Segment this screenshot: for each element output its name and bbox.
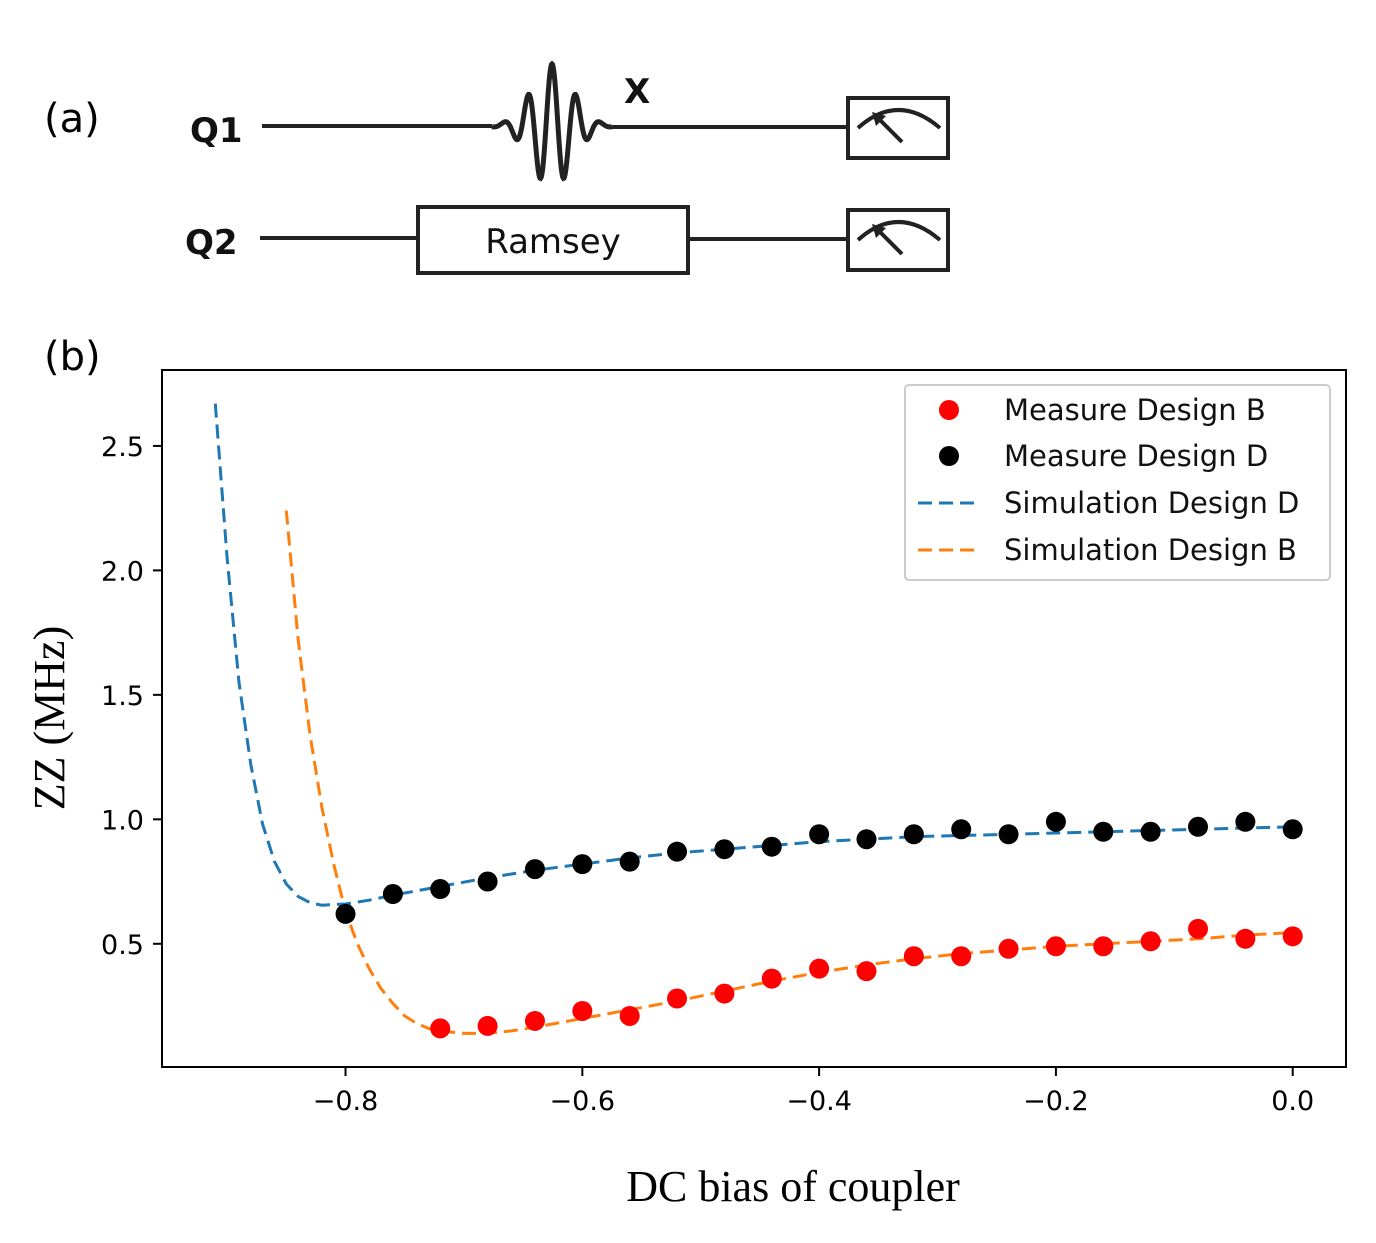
y-axis-title: ZZ (MHz)	[25, 626, 74, 811]
measure-design-b-point	[903, 946, 924, 967]
measure-design-b-point	[1282, 926, 1303, 947]
measure-design-d-point	[1235, 811, 1256, 832]
measure-design-b-point	[714, 983, 735, 1004]
legend-label-measure-d: Measure Design D	[1004, 439, 1268, 473]
measure-design-d-point	[572, 854, 593, 875]
measure-design-d-point	[1045, 811, 1066, 832]
measure-design-b-point	[1188, 918, 1208, 939]
measure-design-d-point	[998, 824, 1019, 845]
legend-label-measure-b: Measure Design B	[1004, 393, 1266, 427]
measure-design-d-point	[667, 841, 688, 862]
x-pulse-label: X	[624, 72, 650, 112]
measure-design-d-point	[903, 824, 924, 845]
measure-design-b-point	[572, 1000, 593, 1021]
y-tick-label: 2.0	[101, 556, 144, 587]
x-tick-label: −0.4	[786, 1086, 852, 1117]
measure-design-b-point	[998, 938, 1019, 959]
x-tick-label: 0.0	[1271, 1086, 1314, 1117]
legend-box	[904, 384, 1331, 581]
measure-design-b-point	[856, 961, 877, 982]
measure-design-d-point	[335, 903, 356, 924]
measure-design-b-point	[619, 1005, 640, 1026]
measure-design-d-point	[430, 879, 451, 900]
legend-label-sim-d: Simulation Design D	[1004, 486, 1299, 520]
circuit-diagram: Q1 Q2 X Ramsey	[185, 60, 950, 275]
measure-design-b-point	[951, 946, 972, 967]
y-tick-label: 2.5	[101, 432, 144, 463]
measure-design-d-point	[1140, 821, 1161, 842]
measure-design-d-point	[951, 819, 972, 840]
measure-design-d-point	[1093, 821, 1114, 842]
measure-design-d-point	[761, 836, 782, 857]
measure-design-b-point	[1140, 931, 1161, 952]
legend-label-sim-b: Simulation Design B	[1004, 533, 1297, 567]
zz-chart: −0.8 −0.6 −0.4 −0.2 0.0 0.5 1.0 1.5 2.0 2.5 DC bi…	[25, 369, 1347, 1211]
measure-design-b-point	[761, 968, 782, 989]
y-tick-label: 1.0	[101, 805, 144, 836]
measure-design-b-point	[430, 1018, 451, 1039]
measure-design-b-point	[477, 1015, 498, 1036]
simulation-design-d-line	[213, 403, 1293, 907]
measure-design-d-point	[809, 824, 830, 845]
ramsey-gate	[416, 205, 690, 275]
x-axis-title: DC bias of coupler	[626, 1162, 960, 1211]
measure-design-b-point	[524, 1010, 545, 1031]
meter-icon	[846, 96, 950, 160]
qubit-label-q1: Q1	[190, 111, 243, 151]
measure-design-d-point	[477, 871, 498, 892]
measure-design-b-point	[1045, 936, 1066, 957]
measure-design-b-point	[1093, 936, 1114, 957]
legend: Measure Design B Measure Design D Simula…	[904, 384, 1331, 581]
measure-design-d-point	[619, 851, 640, 872]
simulation-design-b-line	[284, 510, 1293, 1035]
x-tick-label: −0.6	[550, 1086, 616, 1117]
axis-ticks: −0.8 −0.6 −0.4 −0.2 0.0 0.5 1.0 1.5 2.0 2.5	[101, 432, 1314, 1117]
simulation-lines	[213, 403, 1293, 1035]
y-tick-label: 0.5	[101, 930, 144, 961]
measure-design-d-point	[382, 883, 403, 904]
measure-design-d-point	[1282, 819, 1303, 840]
x-tick-label: −0.2	[1023, 1086, 1089, 1117]
measure-design-d-point	[714, 839, 735, 860]
measure-design-b-point	[667, 988, 688, 1009]
panel-a-label: (a)	[44, 96, 100, 142]
legend-marker-measure-b	[939, 400, 959, 420]
meter-icon	[846, 208, 950, 272]
measure-design-d-point	[856, 829, 877, 850]
measure-design-b-point	[1235, 928, 1256, 949]
ramsey-gate-label: Ramsey	[485, 222, 621, 262]
x-tick-label: −0.8	[313, 1086, 379, 1117]
panel-b-label: (b)	[44, 334, 101, 380]
measure-design-b-point	[809, 958, 830, 979]
legend-marker-measure-d	[939, 446, 959, 466]
measurement-points	[335, 811, 1303, 1039]
measure-design-d-point	[524, 859, 545, 880]
x-pulse-waveform	[491, 60, 613, 182]
measure-design-d-point	[1188, 816, 1208, 837]
qubit-label-q2: Q2	[185, 223, 238, 263]
y-tick-label: 1.5	[101, 681, 144, 712]
